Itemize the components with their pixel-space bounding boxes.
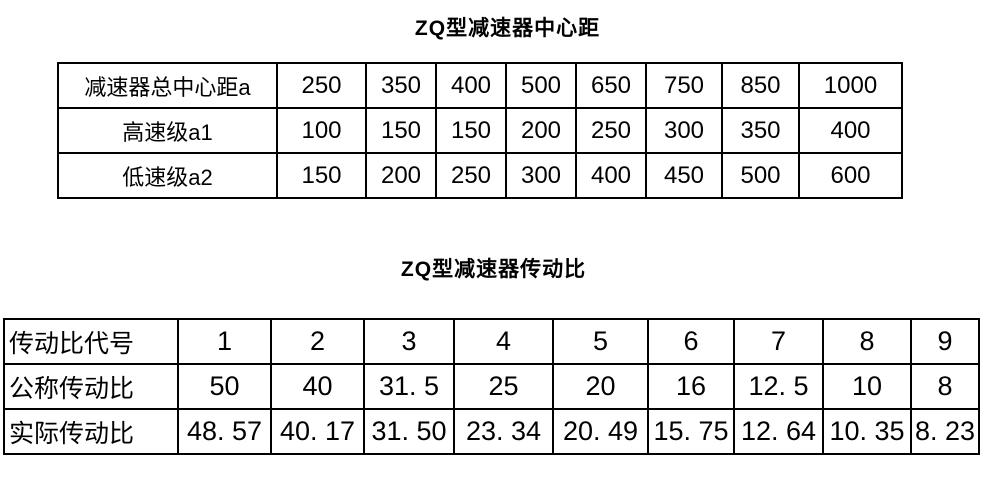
table-cell: 300 <box>505 152 577 199</box>
row-label: 公称传动比 <box>3 363 179 410</box>
table-cell: 200 <box>365 152 437 199</box>
table-cell: 150 <box>365 107 437 154</box>
table-cell: 850 <box>721 62 800 109</box>
table-cell: 1000 <box>798 62 903 109</box>
table-row: 传动比代号 1 2 3 4 5 6 7 8 9 <box>3 318 980 365</box>
table-cell: 250 <box>575 107 647 154</box>
table-cell: 20. 49 <box>552 408 649 455</box>
table-cell: 150 <box>435 107 507 154</box>
table-cell: 25 <box>453 363 554 410</box>
table-cell: 400 <box>435 62 507 109</box>
table-cell: 31. 50 <box>363 408 455 455</box>
table-cell: 450 <box>645 152 723 199</box>
table-cell: 16 <box>647 363 735 410</box>
table-cell: 12. 64 <box>733 408 824 455</box>
table-cell: 12. 5 <box>733 363 824 410</box>
gear-ratio-table-title: ZQ型减速器传动比 <box>400 258 587 281</box>
table-row: 公称传动比 50 40 31. 5 25 20 16 12. 5 10 8 <box>3 363 980 410</box>
table-cell: 23. 34 <box>453 408 554 455</box>
table-cell: 8 <box>822 318 912 365</box>
table-cell: 400 <box>798 107 903 154</box>
row-label: 实际传动比 <box>3 408 179 455</box>
table-cell: 2 <box>270 318 365 365</box>
table-cell: 200 <box>505 107 577 154</box>
table-cell: 750 <box>645 62 723 109</box>
table-cell: 500 <box>505 62 577 109</box>
table-cell: 3 <box>363 318 455 365</box>
table-cell: 7 <box>733 318 824 365</box>
row-label: 高速级a1 <box>57 107 278 154</box>
table-cell: 31. 5 <box>363 363 455 410</box>
table-cell: 1 <box>177 318 272 365</box>
table-cell: 600 <box>798 152 903 199</box>
table-cell: 20 <box>552 363 649 410</box>
table-cell: 350 <box>721 107 800 154</box>
table-cell: 300 <box>645 107 723 154</box>
table-cell: 350 <box>365 62 437 109</box>
center-distance-table-title: ZQ型减速器中心距 <box>414 17 601 40</box>
table-row: 低速级a2 150 200 250 300 400 450 500 600 <box>57 152 903 199</box>
table-cell: 6 <box>647 318 735 365</box>
table-cell: 650 <box>575 62 647 109</box>
table-cell: 15. 75 <box>647 408 735 455</box>
table-cell: 500 <box>721 152 800 199</box>
table-row: 高速级a1 100 150 150 200 250 300 350 400 <box>57 107 903 154</box>
table-row: 实际传动比 48. 57 40. 17 31. 50 23. 34 20. 49… <box>3 408 980 455</box>
table-cell: 40. 17 <box>270 408 365 455</box>
table-cell: 400 <box>575 152 647 199</box>
row-label: 减速器总中心距a <box>57 62 278 109</box>
table-cell: 5 <box>552 318 649 365</box>
table-cell: 250 <box>276 62 367 109</box>
table-cell: 8. 23 <box>910 408 980 455</box>
table-cell: 150 <box>276 152 367 199</box>
table-cell: 4 <box>453 318 554 365</box>
table-cell: 40 <box>270 363 365 410</box>
center-distance-table: 减速器总中心距a 250 350 400 500 650 750 850 100… <box>57 62 903 199</box>
table-cell: 10. 35 <box>822 408 912 455</box>
table-cell: 100 <box>276 107 367 154</box>
gear-ratio-table: 传动比代号 1 2 3 4 5 6 7 8 9 公称传动比 50 40 31. … <box>3 318 980 455</box>
table-cell: 10 <box>822 363 912 410</box>
table-cell: 8 <box>910 363 980 410</box>
row-label: 低速级a2 <box>57 152 278 199</box>
table-cell: 250 <box>435 152 507 199</box>
table-row: 减速器总中心距a 250 350 400 500 650 750 850 100… <box>57 62 903 109</box>
table-cell: 9 <box>910 318 980 365</box>
row-label: 传动比代号 <box>3 318 179 365</box>
table-cell: 50 <box>177 363 272 410</box>
table-cell: 48. 57 <box>177 408 272 455</box>
